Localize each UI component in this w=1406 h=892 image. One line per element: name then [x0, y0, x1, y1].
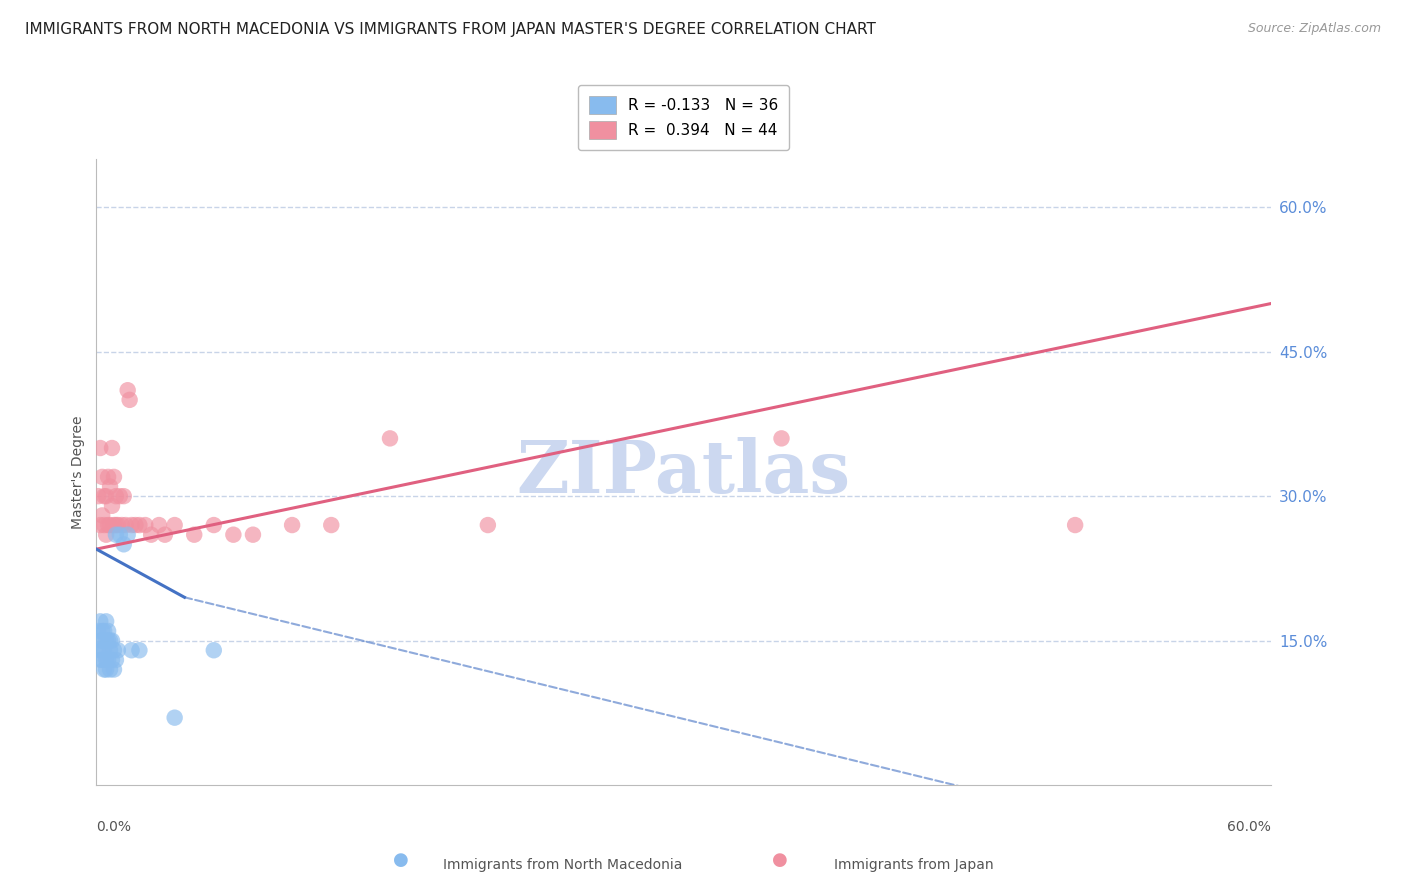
Text: ZIPatlas: ZIPatlas: [516, 436, 851, 508]
Point: [124, 518, 146, 533]
Text: Immigrants from North Macedonia: Immigrants from North Macedonia: [443, 858, 682, 872]
Point: [93, 643, 115, 657]
Point: [141, 527, 163, 541]
Point: [321, 518, 343, 533]
Point: [91, 653, 114, 667]
Point: [378, 431, 401, 445]
Point: [117, 527, 139, 541]
Text: Immigrants from Japan: Immigrants from Japan: [834, 858, 994, 872]
Text: 60.0%: 60.0%: [1227, 820, 1271, 833]
Point: [112, 489, 135, 503]
Point: [281, 518, 304, 533]
Text: 0.0%: 0.0%: [97, 820, 131, 833]
Text: IMMIGRANTS FROM NORTH MACEDONIA VS IMMIGRANTS FROM JAPAN MASTER'S DEGREE CORRELA: IMMIGRANTS FROM NORTH MACEDONIA VS IMMIG…: [25, 22, 876, 37]
Point: [87, 643, 110, 657]
Point: [101, 499, 124, 513]
Point: [148, 518, 170, 533]
Point: [94, 653, 117, 667]
Legend: R = -0.133   N = 36, R =  0.394   N = 44: R = -0.133 N = 36, R = 0.394 N = 44: [578, 86, 789, 150]
Point: [91, 633, 114, 648]
Point: [89, 615, 111, 629]
Point: [128, 518, 150, 533]
Point: [93, 624, 115, 638]
Point: [222, 527, 245, 541]
Point: [128, 643, 150, 657]
Point: [89, 441, 111, 455]
Point: [770, 431, 793, 445]
Point: [89, 633, 111, 648]
Point: [183, 527, 205, 541]
Point: [98, 633, 121, 648]
Point: [97, 633, 120, 648]
Point: [104, 518, 127, 533]
Point: [103, 643, 125, 657]
Point: [107, 643, 129, 657]
Point: [93, 489, 115, 503]
Point: [163, 518, 186, 533]
Point: [103, 470, 125, 484]
Point: [94, 633, 117, 648]
Point: [104, 653, 127, 667]
Point: [1064, 518, 1087, 533]
Y-axis label: Master's Degree: Master's Degree: [72, 416, 86, 529]
Point: [242, 527, 264, 541]
Point: [97, 470, 120, 484]
Point: [98, 518, 121, 533]
Point: [112, 537, 135, 551]
Point: [103, 518, 125, 533]
Point: [93, 518, 115, 533]
Point: [98, 663, 121, 677]
Point: [87, 489, 110, 503]
Point: [94, 489, 117, 503]
Point: [98, 479, 121, 493]
Point: [97, 653, 120, 667]
Point: [202, 518, 225, 533]
Point: [163, 711, 186, 725]
Point: [91, 624, 114, 638]
Text: ●: ●: [392, 851, 409, 869]
Text: ●: ●: [772, 851, 789, 869]
Point: [104, 527, 127, 541]
Point: [114, 518, 136, 533]
Point: [121, 518, 143, 533]
Point: [111, 518, 134, 533]
Point: [97, 624, 120, 638]
Point: [89, 518, 111, 533]
Point: [93, 663, 115, 677]
Point: [108, 489, 131, 503]
Point: [97, 518, 120, 533]
Point: [121, 643, 143, 657]
Point: [134, 518, 156, 533]
Point: [91, 643, 114, 657]
Point: [101, 441, 124, 455]
Point: [103, 663, 125, 677]
Point: [202, 643, 225, 657]
Point: [94, 663, 117, 677]
Point: [101, 633, 124, 648]
Point: [117, 383, 139, 397]
Point: [87, 624, 110, 638]
Point: [108, 527, 131, 541]
Point: [118, 392, 141, 407]
Point: [89, 653, 111, 667]
Point: [153, 527, 176, 541]
Point: [94, 527, 117, 541]
Point: [101, 653, 124, 667]
Point: [98, 643, 121, 657]
Point: [91, 508, 114, 523]
Text: Source: ZipAtlas.com: Source: ZipAtlas.com: [1247, 22, 1381, 36]
Point: [104, 489, 127, 503]
Point: [107, 518, 129, 533]
Point: [91, 470, 114, 484]
Point: [94, 615, 117, 629]
Point: [477, 518, 499, 533]
